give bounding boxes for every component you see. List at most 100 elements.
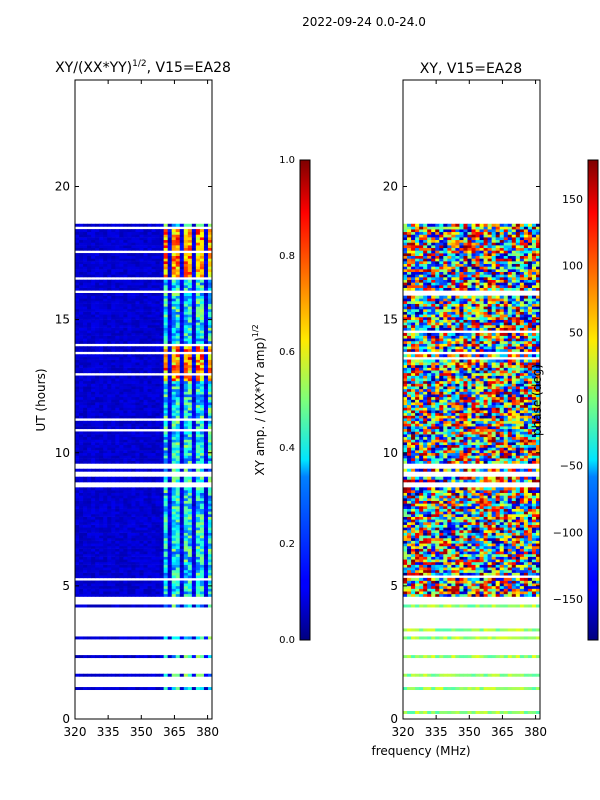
heatmap-cell <box>143 316 148 320</box>
heatmap-cell <box>175 354 181 358</box>
heatmap-cell <box>491 585 497 589</box>
heatmap-cell <box>439 588 444 592</box>
heatmap-cell <box>119 399 124 403</box>
heatmap-cell <box>163 399 169 403</box>
heatmap-cell <box>439 572 444 576</box>
heatmap-cell <box>459 577 464 581</box>
heatmap-cell <box>183 564 189 568</box>
heatmap-cell <box>159 386 165 390</box>
heatmap-cell <box>127 356 132 360</box>
heatmap-cell <box>127 231 132 235</box>
left-colorbar-gradient <box>299 159 311 641</box>
heatmap-cell <box>203 487 209 491</box>
heatmap-cell <box>95 410 100 414</box>
heatmap-cell <box>163 324 169 328</box>
heatmap-cell <box>199 300 205 304</box>
heatmap-cell <box>91 556 96 560</box>
heatmap-cell <box>103 420 108 424</box>
heatmap-cell <box>155 506 161 509</box>
heatmap-cell <box>103 279 108 283</box>
heatmap-cell <box>147 407 152 411</box>
heatmap-cell <box>431 577 436 581</box>
heatmap-cell <box>83 548 88 552</box>
heatmap-cell <box>87 279 92 283</box>
heatmap-cell <box>527 655 533 659</box>
heatmap-cell <box>423 636 428 640</box>
heatmap-cell <box>111 239 116 243</box>
heatmap-cell <box>91 506 96 509</box>
heatmap-cell <box>187 551 193 555</box>
heatmap-cell <box>163 346 169 350</box>
heatmap-cell <box>139 553 144 557</box>
heatmap-cell <box>75 279 80 283</box>
heatmap-cell <box>439 655 444 659</box>
heatmap-cell <box>463 673 468 677</box>
heatmap-cell <box>75 354 80 358</box>
heatmap-cell <box>191 540 197 544</box>
heatmap-cell <box>439 673 444 677</box>
heatmap-cell <box>195 330 201 334</box>
heatmap-cell <box>79 247 84 251</box>
heatmap-cell <box>483 673 489 677</box>
heatmap-cell <box>187 431 193 435</box>
heatmap-cell <box>95 412 100 416</box>
heatmap-cell <box>103 583 108 587</box>
heatmap-cell <box>195 362 201 366</box>
heatmap-cell <box>475 604 480 608</box>
heatmap-cell <box>135 572 140 576</box>
heatmap-cell <box>167 420 173 424</box>
heatmap-cell <box>111 410 116 414</box>
heatmap-cell <box>103 261 108 265</box>
heatmap-cell <box>487 711 493 714</box>
heatmap-cell <box>163 551 169 555</box>
heatmap-cell <box>175 516 181 520</box>
heatmap-cell <box>87 269 92 272</box>
heatmap-cell <box>143 508 148 512</box>
heatmap-cell <box>91 279 96 283</box>
heatmap-cell <box>459 687 464 691</box>
heatmap-cell <box>167 412 173 416</box>
heatmap-cell <box>99 439 104 443</box>
heatmap-cell <box>179 511 185 515</box>
heatmap-cell <box>207 266 213 270</box>
heatmap-cell <box>183 306 189 310</box>
heatmap-cell <box>183 316 189 320</box>
heatmap-cell <box>119 247 124 251</box>
heatmap-cell <box>111 591 116 595</box>
heatmap-cell <box>179 370 185 374</box>
heatmap-cell <box>151 687 156 691</box>
heatmap-cell <box>75 673 80 677</box>
heatmap-cell <box>135 492 140 496</box>
heatmap-cell <box>199 604 205 608</box>
heatmap-cell <box>167 591 173 595</box>
heatmap-cell <box>167 359 173 363</box>
heatmap-cell <box>199 253 205 257</box>
heatmap-cell <box>195 490 201 493</box>
heatmap-cell <box>207 588 213 592</box>
heatmap-cell <box>183 359 189 363</box>
heatmap-cell <box>527 593 533 597</box>
heatmap-cell <box>175 311 181 315</box>
heatmap-cell <box>155 229 161 233</box>
heatmap-cell <box>91 327 96 331</box>
heatmap-cell <box>191 247 197 251</box>
heatmap-cell <box>127 524 132 528</box>
heatmap-cell <box>159 551 165 555</box>
heatmap-cell <box>123 561 128 565</box>
heatmap-cell <box>131 348 136 352</box>
heatmap-cell <box>87 452 92 456</box>
heatmap-cell <box>127 503 132 507</box>
heatmap-cell <box>135 378 140 382</box>
heatmap-cell <box>95 527 100 531</box>
heatmap-cell <box>91 655 96 659</box>
heatmap-cell <box>171 545 177 549</box>
heatmap-cell <box>143 380 148 384</box>
heatmap-cell <box>143 245 148 249</box>
heatmap-cell <box>451 572 456 576</box>
heatmap-cell <box>79 356 84 360</box>
heatmap-cell <box>159 527 165 531</box>
heatmap-cell <box>203 431 209 435</box>
heatmap-cell <box>195 261 201 265</box>
heatmap-cell <box>143 274 148 278</box>
heatmap-cell <box>167 506 173 509</box>
